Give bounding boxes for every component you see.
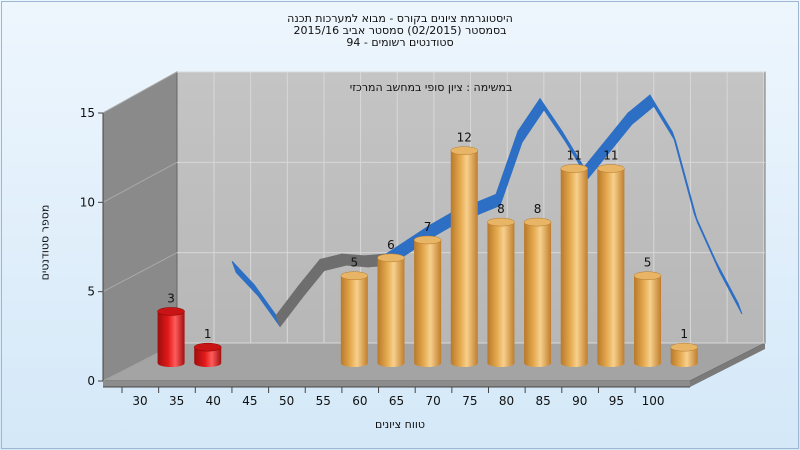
bar [450, 150, 478, 368]
bar-top [413, 235, 442, 245]
bar [524, 222, 552, 368]
bar-top [377, 253, 405, 263]
bar-value-label: 8 [534, 202, 542, 216]
bar [157, 311, 185, 368]
y-tick-label: 10 [80, 195, 95, 209]
bar [597, 168, 625, 368]
bar [377, 257, 405, 368]
bar-top [597, 164, 625, 173]
x-tick-label: 95 [609, 394, 624, 408]
x-tick-label: 80 [499, 394, 514, 408]
bar-top [523, 217, 552, 227]
chart-title-line-2: בסמסטר (02/2015) סמסטר אביב 2015/16 [293, 24, 507, 37]
y-tick-label: 5 [87, 285, 95, 299]
x-tick-label: 35 [169, 394, 184, 408]
bar [487, 222, 515, 368]
bar-top [340, 271, 369, 280]
bar-value-label: 5 [644, 256, 652, 270]
chart-title-line-3: סטודנטים רשומים - 94 [346, 36, 454, 49]
bar-value-label: 5 [351, 256, 359, 270]
y-tick-label: 15 [80, 106, 95, 120]
grid-line-side [102, 252, 178, 293]
bar [560, 168, 588, 368]
x-tick-label: 50 [279, 394, 294, 408]
bar-top [157, 307, 185, 316]
x-tick-label: 70 [426, 394, 441, 408]
bar-value-label: 11 [567, 149, 582, 163]
trend-line-segment [715, 261, 743, 315]
x-tick-label: 40 [206, 394, 221, 408]
x-axis-title: טווח ציונים [375, 418, 425, 431]
bar-value-label: 11 [603, 149, 618, 163]
y-tick-label: 0 [87, 374, 95, 388]
floor-edge [103, 381, 690, 387]
bar-top [633, 271, 662, 280]
grid-line-side [102, 161, 178, 203]
x-tick-label: 85 [536, 394, 551, 408]
bar-value-label: 12 [457, 131, 472, 145]
bar-value-label: 7 [424, 220, 432, 234]
bar [634, 275, 662, 368]
bar-value-label: 1 [680, 327, 688, 341]
bar-value-label: 3 [167, 291, 175, 305]
bar-top [560, 164, 588, 173]
x-tick-label: 75 [462, 394, 477, 408]
bar [670, 347, 698, 368]
chart-subtitle: במשימה : ציון סופי במחשב המרכזי [349, 81, 513, 94]
bar-top [193, 342, 222, 352]
x-tick-label: 90 [572, 394, 587, 408]
bar-top [450, 146, 479, 155]
chart-title-line-1: היסטוגרמת ציונים בקורס - מבוא למערכות תכ… [287, 12, 513, 25]
bar-top [670, 342, 698, 352]
bar-value-label: 8 [497, 202, 505, 216]
x-tick-label: 100 [642, 394, 665, 408]
x-tick-label: 65 [389, 394, 404, 408]
bar-top [487, 217, 515, 227]
floor-side-edge [690, 343, 765, 387]
x-tick-label: 55 [316, 394, 331, 408]
bar [340, 275, 368, 368]
x-tick-label: 60 [352, 394, 367, 408]
grid-line-side [102, 71, 178, 114]
y-axis-title: מספר סטודנטים [38, 204, 52, 281]
x-tick-label: 30 [132, 394, 147, 408]
bar [414, 239, 442, 368]
bar-value-label: 6 [387, 238, 395, 252]
bar-value-label: 1 [204, 327, 212, 341]
x-tick-label: 45 [242, 394, 257, 408]
bar [194, 347, 222, 368]
